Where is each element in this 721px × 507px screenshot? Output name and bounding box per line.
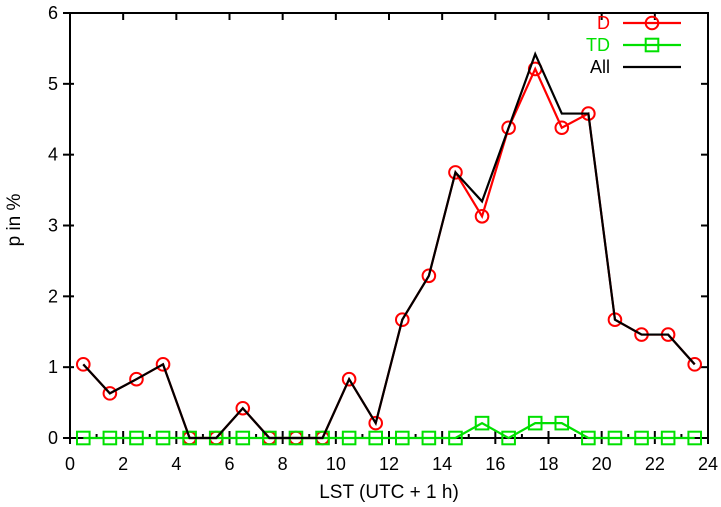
legend-item-d: D	[586, 12, 682, 34]
svg-text:12: 12	[379, 454, 399, 474]
svg-text:16: 16	[485, 454, 505, 474]
svg-text:22: 22	[645, 454, 665, 474]
legend-item-td: TD	[586, 34, 682, 56]
svg-text:0: 0	[65, 454, 75, 474]
legend-label-all: All	[589, 57, 610, 77]
legend-sample-all-line-icon	[623, 65, 681, 69]
legend-sample-d-line-circle-icon	[623, 15, 681, 31]
svg-text:2: 2	[48, 286, 58, 306]
svg-text:1: 1	[48, 357, 58, 377]
svg-text:8: 8	[278, 454, 288, 474]
svg-text:20: 20	[592, 454, 612, 474]
svg-text:0: 0	[48, 428, 58, 448]
legend-label-td: TD	[586, 35, 610, 55]
legend: D TD All	[586, 12, 682, 78]
x-axis-title: LST (UTC + 1 h)	[319, 482, 459, 503]
legend-sample-td-line-square-icon	[623, 37, 681, 53]
svg-text:4: 4	[48, 145, 58, 165]
svg-text:24: 24	[698, 454, 718, 474]
svg-text:14: 14	[432, 454, 452, 474]
svg-text:3: 3	[48, 216, 58, 236]
svg-text:10: 10	[326, 454, 346, 474]
svg-text:5: 5	[48, 74, 58, 94]
legend-label-d: D	[597, 13, 610, 33]
svg-text:2: 2	[118, 454, 128, 474]
svg-text:18: 18	[538, 454, 558, 474]
legend-item-all: All	[586, 56, 682, 78]
svg-text:4: 4	[171, 454, 181, 474]
svg-text:6: 6	[48, 3, 58, 23]
y-axis-title: p in %	[4, 193, 25, 247]
svg-text:6: 6	[224, 454, 234, 474]
